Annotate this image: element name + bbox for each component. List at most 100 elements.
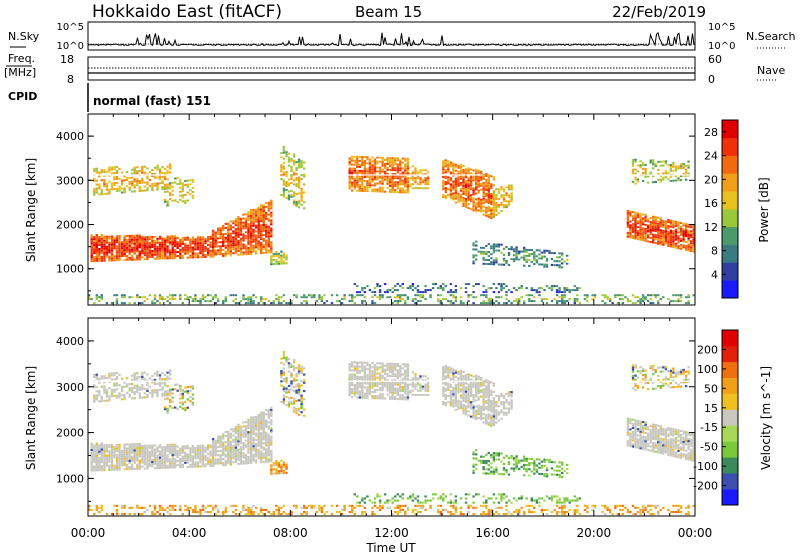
power-cell — [528, 249, 531, 251]
power-cell — [687, 233, 690, 236]
power-cell — [103, 239, 106, 242]
power-cell — [657, 294, 660, 297]
velocity-cell — [163, 458, 167, 461]
power-cell — [361, 170, 364, 172]
power-cell — [386, 291, 389, 294]
power-cell — [462, 200, 465, 203]
velocity-cell — [118, 462, 121, 465]
power-cell — [98, 251, 101, 254]
power-cell — [482, 195, 485, 198]
velocity-cell — [358, 378, 361, 381]
power-cell — [168, 167, 172, 170]
velocity-cell — [179, 462, 182, 465]
power-cell — [93, 193, 96, 196]
power-cell — [270, 255, 273, 258]
power-cell — [472, 244, 475, 247]
velocity-cell — [280, 372, 283, 375]
power-cell — [143, 165, 146, 168]
velocity-cell — [110, 460, 114, 463]
power-cell — [404, 157, 407, 160]
power-cell — [654, 163, 657, 166]
power-cell — [358, 189, 361, 192]
velocity-cell — [148, 459, 152, 462]
power-cell — [257, 232, 260, 235]
velocity-cell — [249, 445, 253, 448]
colorbar-swatch — [722, 244, 738, 263]
power-cell — [439, 302, 442, 305]
power-cell — [444, 197, 447, 200]
power-cell — [260, 214, 263, 217]
power-cell — [692, 230, 695, 233]
power-cell — [477, 171, 480, 174]
power-cell — [674, 246, 678, 249]
velocity-cell — [176, 451, 179, 454]
velocity-cell — [351, 383, 354, 386]
power-cell — [396, 165, 399, 168]
power-cell — [158, 241, 162, 244]
velocity-cell — [270, 468, 273, 471]
power-cell — [426, 183, 430, 186]
velocity-cell — [287, 362, 291, 365]
power-cell — [394, 163, 397, 166]
power-cell — [260, 296, 263, 299]
power-cell — [146, 175, 149, 178]
power-cell — [459, 287, 463, 290]
velocity-cell — [297, 409, 301, 412]
power-cell — [310, 296, 313, 299]
velocity-cell — [156, 448, 159, 451]
velocity-cell — [168, 394, 172, 397]
velocity-cell — [353, 394, 356, 397]
velocity-cell — [138, 396, 141, 399]
power-cell — [361, 158, 364, 160]
power-cell — [201, 238, 205, 241]
power-cell — [512, 260, 516, 263]
power-cell — [254, 226, 258, 229]
power-cell — [206, 249, 210, 252]
power-cell — [222, 300, 225, 303]
power-cell — [143, 248, 146, 251]
power-cell — [361, 177, 364, 180]
velocity-cell — [234, 454, 238, 457]
power-cell — [657, 234, 660, 237]
power-cell — [515, 252, 518, 255]
power-cell — [103, 235, 106, 238]
velocity-cell — [103, 456, 106, 459]
velocity-cell — [189, 449, 192, 452]
power-cell — [639, 232, 642, 235]
velocity-cell — [290, 388, 293, 391]
power-cell — [335, 300, 339, 303]
power-cell — [254, 242, 258, 245]
velocity-cell — [280, 465, 283, 468]
power-cell — [201, 252, 205, 255]
velocity-cell — [239, 440, 243, 443]
power-cell — [174, 298, 177, 301]
power-cell — [113, 239, 116, 242]
power-cell — [682, 172, 685, 175]
power-cell — [469, 198, 473, 201]
power-cell — [677, 239, 680, 242]
power-cell — [396, 191, 399, 194]
power-cell — [631, 302, 635, 305]
power-cell — [300, 164, 303, 166]
velocity-cell — [227, 453, 230, 456]
power-cell — [113, 184, 116, 187]
power-cell — [166, 239, 169, 242]
power-cell — [401, 189, 404, 192]
power-cell — [138, 180, 141, 182]
power-cell — [257, 208, 260, 211]
power-cell — [303, 207, 306, 210]
power-cell — [295, 294, 298, 297]
velocity-cell — [179, 447, 182, 450]
velocity-cell — [217, 437, 220, 440]
power-cell — [689, 232, 693, 235]
power-cell — [267, 233, 270, 236]
velocity-cell — [133, 391, 136, 394]
power-cell — [444, 161, 447, 164]
power-cell — [533, 255, 536, 258]
velocity-cell — [287, 358, 291, 361]
velocity-cell — [239, 456, 243, 459]
power-cell — [495, 210, 498, 212]
power-cell — [239, 221, 243, 224]
velocity-cell — [120, 449, 124, 452]
velocity-cell — [125, 455, 129, 458]
